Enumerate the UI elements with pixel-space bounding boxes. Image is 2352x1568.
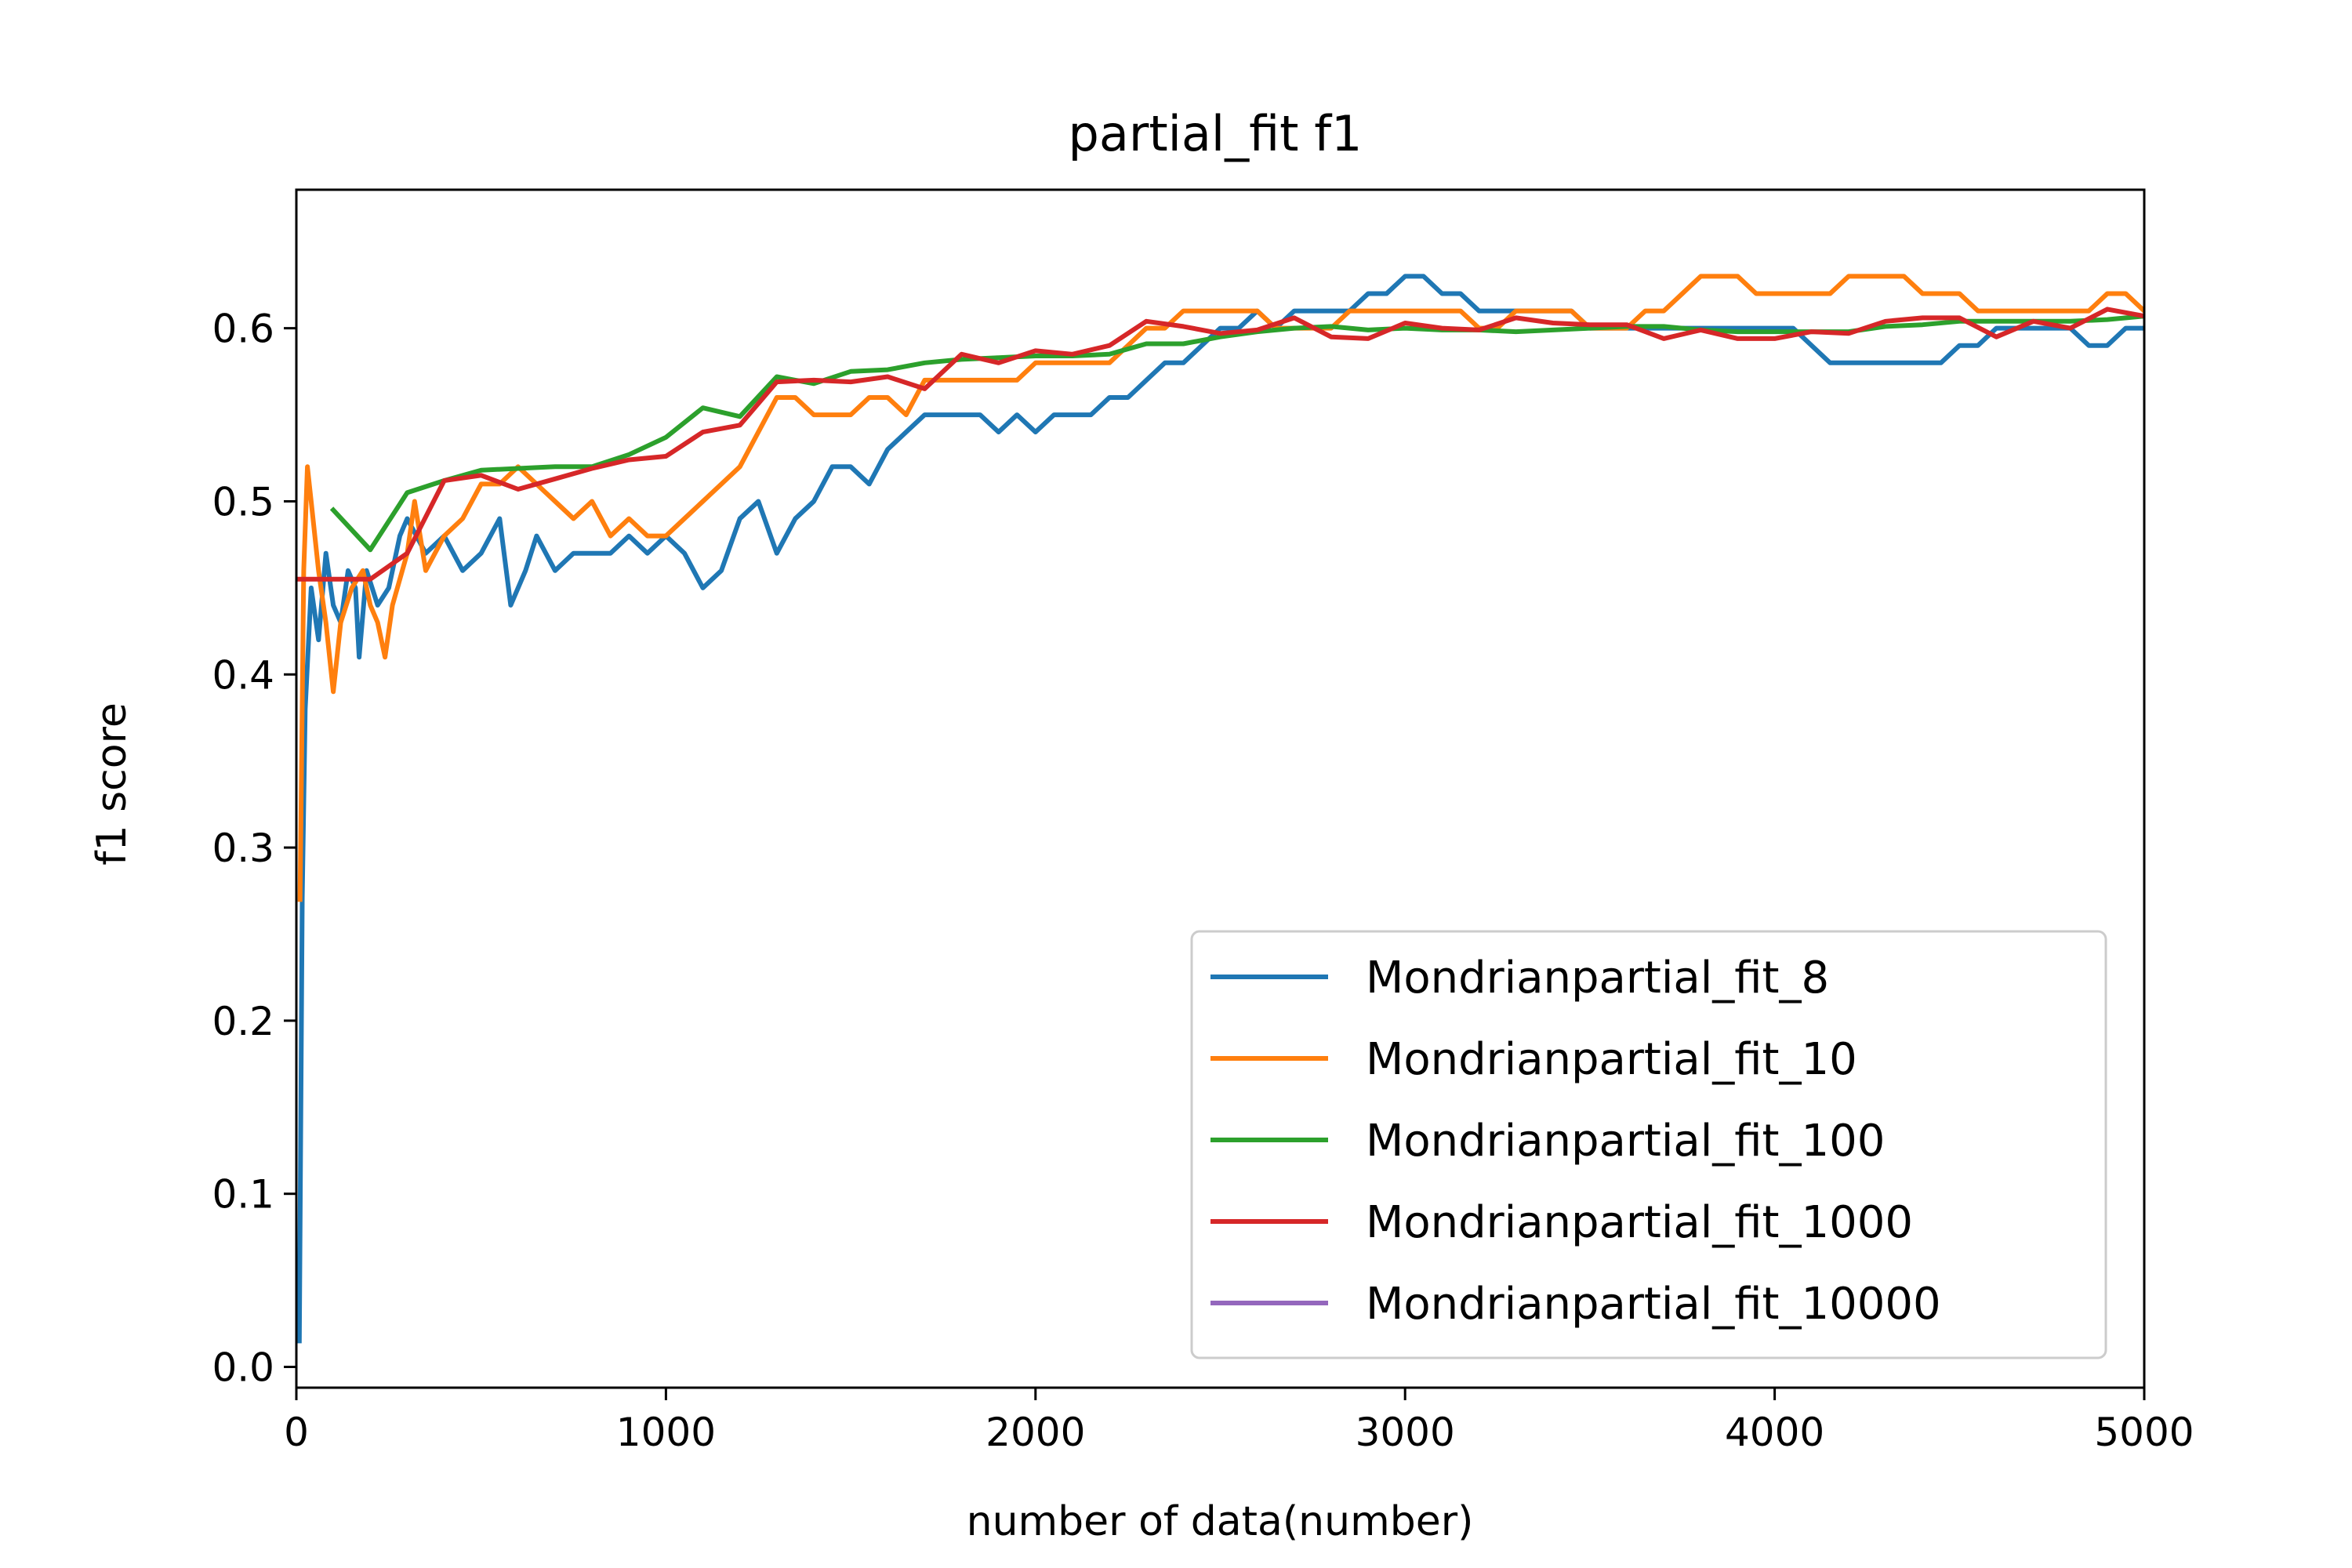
axes: 0 1000 2000 3000 4000 5000 0.0 0.1 0.2 0.3 0.4 0.5 0…	[212, 188, 2194, 1455]
plot-frame	[295, 188, 2146, 1389]
x-tick-label: 2000	[985, 1410, 1085, 1455]
y-tick-label: 0.3	[212, 826, 274, 871]
x-tick-label: 3000	[1356, 1410, 1455, 1455]
legend-label: Mondrianpartial_fit_10	[1366, 1034, 1857, 1085]
legend-label: Mondrianpartial_fit_10000	[1366, 1279, 1941, 1330]
series-group	[296, 274, 2144, 1344]
series-line-2	[297, 274, 2144, 902]
y-tick-label: 0.2	[212, 999, 274, 1044]
x-tick-label: 4000	[1725, 1410, 1824, 1455]
y-tick-label: 0.4	[212, 652, 274, 698]
series-line-1	[296, 274, 2144, 1344]
legend: Mondrianpartial_fit_8 Mondrianpartial_fit…	[1190, 930, 2107, 1359]
legend-label: Mondrianpartial_fit_1000	[1366, 1197, 1913, 1248]
series-line-4	[296, 307, 2144, 582]
y-tick-label: 0.6	[212, 307, 274, 352]
x-axis-label: number of data(number)	[967, 1498, 1474, 1545]
y-tick-label: 0.5	[212, 479, 274, 524]
legend-box	[1190, 930, 2107, 1359]
y-tick-label: 0.1	[212, 1172, 274, 1218]
legend-label: Mondrianpartial_fit_100	[1366, 1116, 1885, 1167]
y-tick-label: 0.0	[212, 1345, 274, 1391]
plot-lines	[296, 274, 2144, 1344]
x-tick-label: 5000	[2094, 1410, 2194, 1455]
y-axis-label: f1 score	[89, 702, 136, 866]
x-tick-label: 1000	[616, 1410, 716, 1455]
chart-title: partial_fit f1	[1069, 105, 1363, 162]
legend-label: Mondrianpartial_fit_8	[1366, 953, 1829, 1004]
x-tick-label: 0	[284, 1410, 309, 1455]
